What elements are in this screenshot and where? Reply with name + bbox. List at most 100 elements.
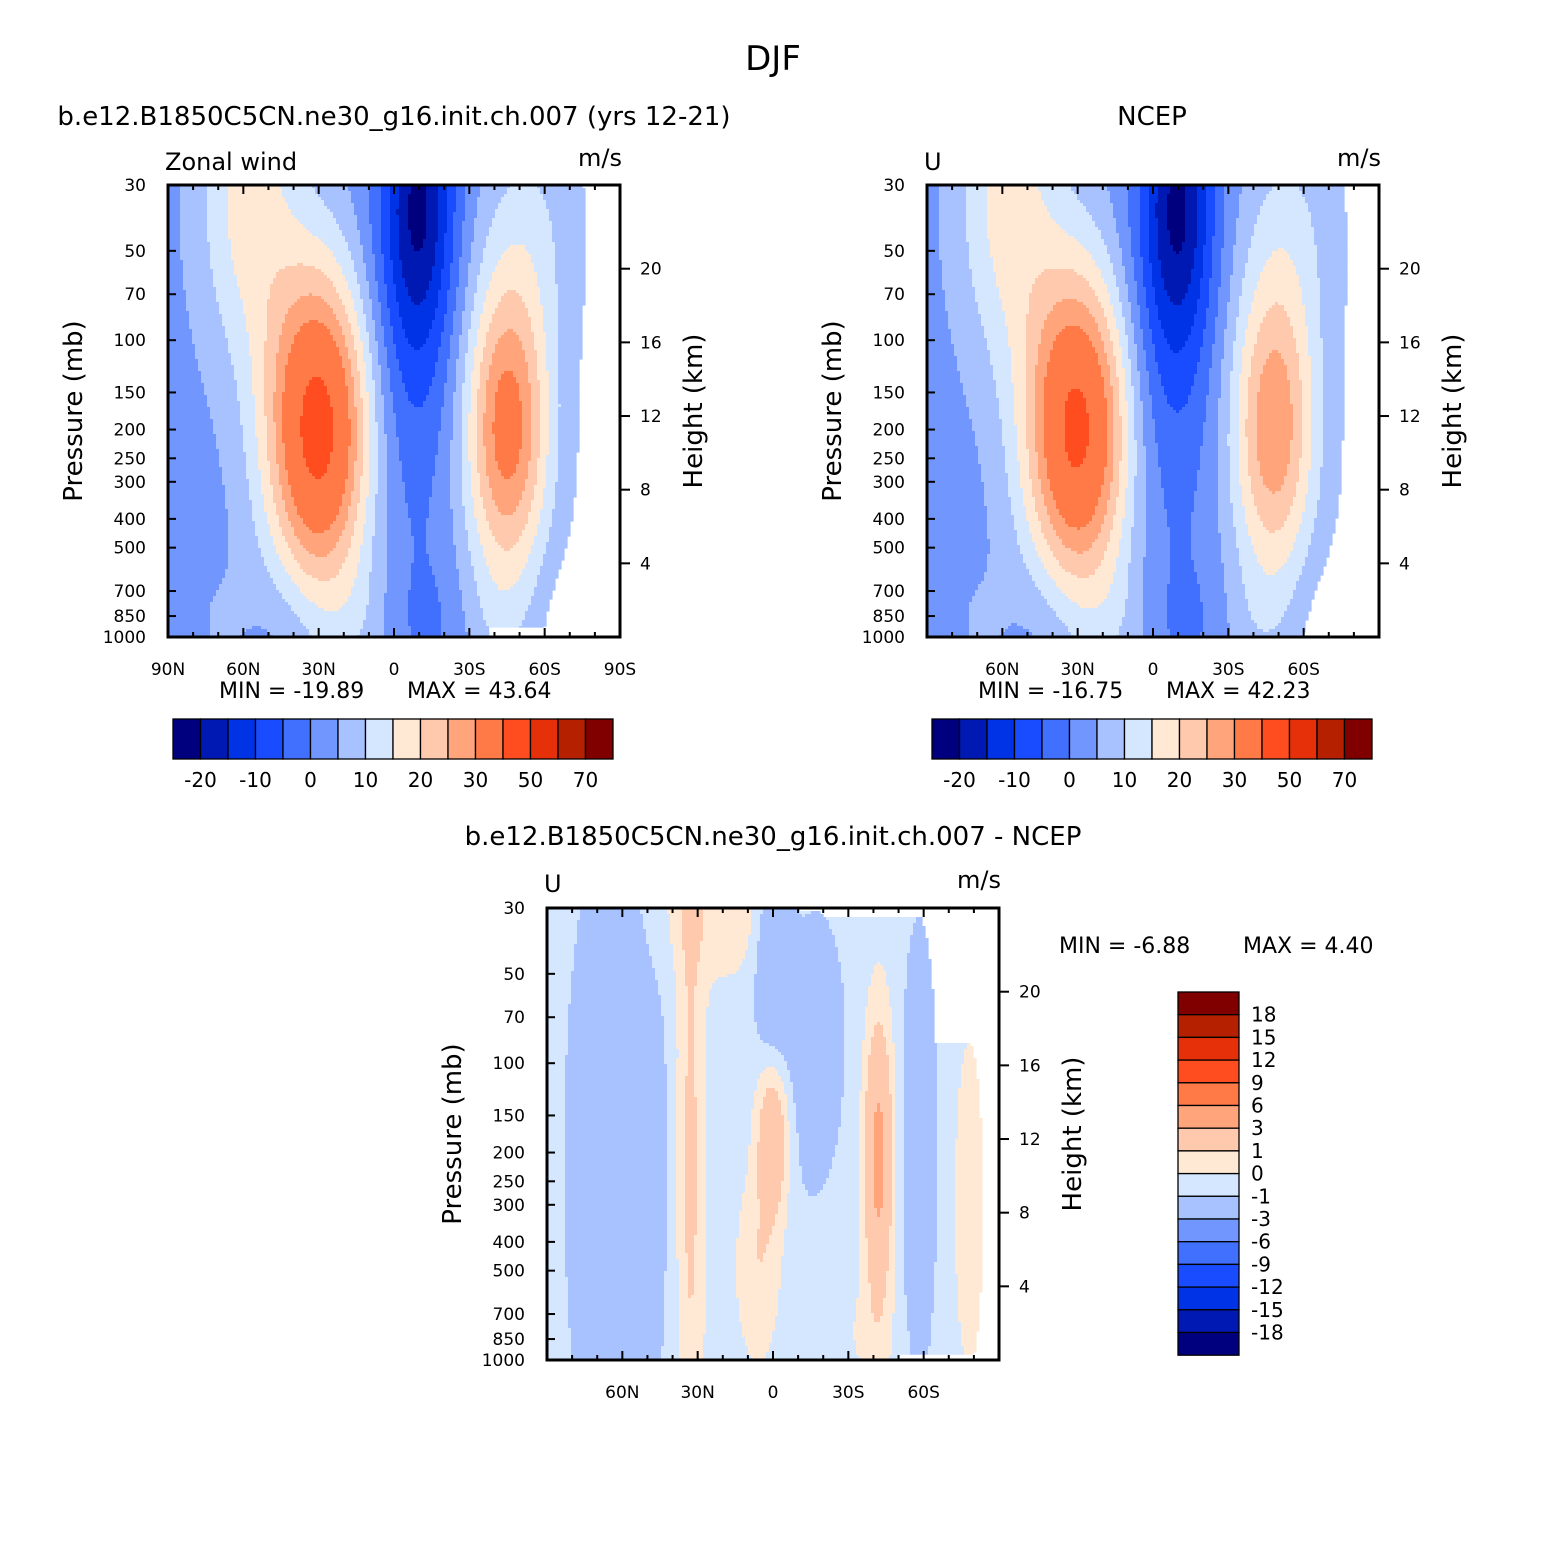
contour-cell bbox=[186, 293, 217, 297]
contour-cell bbox=[369, 206, 382, 210]
contour-cell bbox=[966, 209, 988, 213]
contour-cell bbox=[468, 413, 478, 417]
contour-cell bbox=[1299, 365, 1312, 369]
contour-cell bbox=[1038, 275, 1084, 279]
contour-cell bbox=[333, 419, 352, 423]
contour-cell bbox=[1080, 242, 1105, 246]
contour-cell bbox=[495, 410, 523, 414]
contour-cell bbox=[1278, 248, 1285, 252]
contour-cell bbox=[216, 443, 244, 447]
contour-cell bbox=[276, 425, 283, 429]
contour-cell bbox=[558, 476, 577, 480]
contour-cell bbox=[948, 320, 982, 324]
contour-cell bbox=[483, 356, 493, 360]
contour-cell bbox=[240, 290, 271, 294]
contour-cell bbox=[507, 329, 514, 333]
contour-cell bbox=[447, 359, 457, 363]
contour-cell bbox=[363, 431, 370, 435]
contour-cell bbox=[1143, 275, 1153, 279]
contour-cell bbox=[279, 335, 295, 339]
contour-cell bbox=[225, 329, 247, 333]
contour-cell bbox=[471, 401, 478, 405]
contour-cell bbox=[279, 341, 295, 345]
contour-cell bbox=[531, 551, 547, 555]
contour-cell bbox=[387, 500, 406, 504]
contour-cell bbox=[540, 407, 550, 411]
contour-cell bbox=[543, 311, 559, 315]
contour-cell bbox=[168, 389, 205, 393]
contour-cell bbox=[357, 407, 364, 411]
contour-cell bbox=[558, 305, 583, 309]
contour-cell bbox=[456, 365, 466, 369]
contour-cell bbox=[1110, 200, 1129, 204]
contour-cell bbox=[516, 467, 529, 471]
contour-cell bbox=[288, 359, 343, 363]
contour-cell bbox=[387, 503, 409, 507]
contour-cell bbox=[1305, 197, 1345, 201]
contour-cell bbox=[357, 320, 367, 324]
contour-cell bbox=[504, 332, 517, 336]
contour-cell bbox=[264, 377, 277, 381]
contour-cell bbox=[1206, 236, 1213, 240]
contour-cell bbox=[387, 359, 400, 363]
contour-cell bbox=[1125, 281, 1138, 285]
contour-cell bbox=[345, 527, 355, 531]
contour-cell bbox=[360, 554, 373, 558]
contour-cell bbox=[381, 374, 391, 378]
contour-cell bbox=[168, 326, 190, 330]
contour-cell bbox=[456, 296, 466, 300]
contour-cell bbox=[267, 326, 283, 330]
contour-cell bbox=[1113, 266, 1126, 270]
contour-cell bbox=[1269, 191, 1303, 195]
contour-cell bbox=[987, 215, 1051, 219]
contour-cell bbox=[1191, 281, 1201, 285]
contour-cell bbox=[1104, 242, 1120, 246]
contour-cell bbox=[1311, 362, 1324, 366]
contour-cell bbox=[195, 356, 232, 360]
contour-cell bbox=[390, 314, 400, 318]
contour-cell bbox=[273, 416, 283, 420]
min-label: MIN = -19.89 bbox=[219, 679, 364, 704]
contour-cell bbox=[168, 215, 181, 219]
contour-cell bbox=[1230, 287, 1243, 291]
contour-cell bbox=[942, 266, 970, 270]
contour-cell bbox=[1197, 185, 1207, 189]
contour-cell bbox=[1248, 260, 1267, 264]
contour-cell bbox=[381, 308, 391, 312]
contour-cell bbox=[399, 308, 436, 312]
contour-cell bbox=[405, 482, 433, 486]
contour-cell bbox=[465, 506, 475, 510]
contour-cell bbox=[459, 578, 475, 582]
contour-cell bbox=[1185, 215, 1198, 219]
contour-cell bbox=[558, 449, 580, 453]
contour-cell bbox=[168, 440, 217, 444]
contour-cell bbox=[306, 392, 328, 396]
contour-cell bbox=[927, 227, 940, 231]
contour-cell bbox=[1323, 365, 1345, 369]
contour-cell bbox=[558, 326, 583, 330]
contour-cell bbox=[384, 260, 394, 264]
contour-cell bbox=[1272, 188, 1300, 192]
contour-cell bbox=[558, 428, 580, 432]
contour-cell bbox=[1203, 329, 1216, 333]
contour-cell bbox=[168, 524, 229, 528]
contour-cell bbox=[558, 284, 586, 288]
contour-cell bbox=[480, 191, 508, 195]
contour-cell bbox=[264, 563, 283, 567]
contour-cell bbox=[228, 185, 280, 189]
contour-cell bbox=[1140, 215, 1150, 219]
contour-cell bbox=[249, 494, 265, 498]
contour-cell bbox=[549, 215, 586, 219]
contour-cell bbox=[180, 242, 211, 246]
y-tick-label: 70 bbox=[124, 285, 146, 305]
contour-cell bbox=[414, 545, 427, 549]
contour-cell bbox=[1209, 377, 1222, 381]
contour-cell bbox=[285, 377, 313, 381]
contour-cell bbox=[411, 584, 436, 588]
contour-cell bbox=[501, 257, 532, 261]
contour-cell bbox=[1152, 332, 1165, 336]
contour-cell bbox=[294, 497, 343, 501]
contour-cell bbox=[543, 194, 586, 198]
contour-cell bbox=[1173, 248, 1183, 252]
contour-cell bbox=[378, 464, 388, 468]
